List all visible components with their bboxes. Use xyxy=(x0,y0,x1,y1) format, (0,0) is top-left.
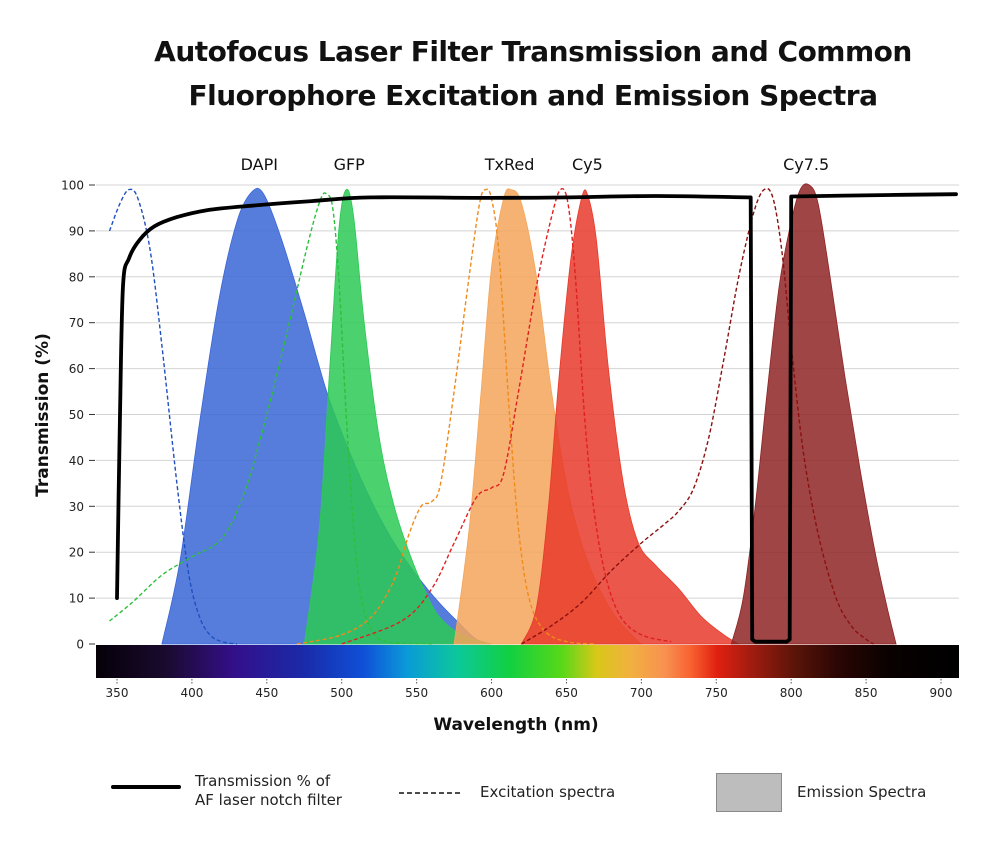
x-tick-label: 750 xyxy=(705,686,728,700)
x-tick-label: 550 xyxy=(405,686,428,700)
y-tick-label: 100 xyxy=(61,179,84,193)
legend: Transmission % of AF laser notch filter … xyxy=(0,768,1000,828)
y-axis-label: Transmission (%) xyxy=(33,333,53,497)
filter-transmission xyxy=(115,192,958,644)
legend-label-filter-line-2: AF laser notch filter xyxy=(195,791,342,809)
fluorophore-label: Cy7.5 xyxy=(783,155,829,174)
legend-label-filter-line-1: Transmission % of xyxy=(195,772,331,790)
x-tick-label: 700 xyxy=(630,686,653,700)
emission-area-4 xyxy=(730,183,897,645)
fluorophore-label: TxRed xyxy=(484,155,535,174)
y-tick-label: 90 xyxy=(69,224,84,238)
x-tick-label: 600 xyxy=(480,686,503,700)
y-tick-label: 40 xyxy=(69,454,84,468)
y-tick-label: 0 xyxy=(76,638,84,652)
filter-transmission-line xyxy=(115,192,958,644)
legend-filled-box-icon xyxy=(716,773,782,812)
y-axis: 0 10 20 30 40 50 60 70 80 90 100 xyxy=(61,179,95,652)
fluorophore-label: GFP xyxy=(334,155,366,174)
wavelength-color-bar xyxy=(96,645,959,678)
x-tick-label: 900 xyxy=(930,686,953,700)
spectra-chart: 0 10 20 30 40 50 60 70 80 90 100 350 400 450 500 550 60… xyxy=(33,155,959,735)
x-tick-label: 350 xyxy=(106,686,129,700)
y-tick-label: 20 xyxy=(69,546,84,560)
x-tick-label: 800 xyxy=(780,686,803,700)
legend-label-excitation: Excitation spectra xyxy=(480,783,616,801)
x-tick-label: 450 xyxy=(255,686,278,700)
excitation-line-2 xyxy=(296,188,597,645)
legend-label-emission: Emission Spectra xyxy=(797,783,927,801)
emission-spectra xyxy=(161,183,897,645)
fluorophore-label: DAPI xyxy=(241,155,278,174)
emission-area-3 xyxy=(520,189,741,645)
fluorophore-labels: DAPI GFP TxRed Cy5 Cy7.5 xyxy=(241,155,830,174)
x-axis-label: Wavelength (nm) xyxy=(433,715,598,735)
excitation-line-0 xyxy=(108,188,238,645)
excitation-line-1 xyxy=(109,192,432,645)
excitation-spectra xyxy=(108,187,874,645)
y-tick-label: 80 xyxy=(69,270,84,284)
x-axis: 350 400 450 500 550 600 650 700 750 800 850 900 xyxy=(106,679,953,700)
fluorophore-label: Cy5 xyxy=(572,155,603,174)
x-tick-label: 650 xyxy=(555,686,578,700)
y-tick-label: 30 xyxy=(69,500,84,514)
emission-area-1 xyxy=(303,188,492,645)
y-tick-label: 70 xyxy=(69,316,84,330)
y-tick-label: 60 xyxy=(69,362,84,376)
x-tick-label: 500 xyxy=(330,686,353,700)
y-tick-label: 50 xyxy=(69,408,84,422)
y-tick-label: 10 xyxy=(69,592,84,606)
chart-title-line-1: Autofocus Laser Filter Transmission and … xyxy=(154,35,912,68)
excitation-line-3 xyxy=(341,188,672,645)
x-tick-label: 400 xyxy=(180,686,203,700)
chart-title: Autofocus Laser Filter Transmission and … xyxy=(0,30,1000,118)
x-tick-label: 850 xyxy=(855,686,878,700)
chart-title-line-2: Fluorophore Excitation and Emission Spec… xyxy=(188,79,878,112)
